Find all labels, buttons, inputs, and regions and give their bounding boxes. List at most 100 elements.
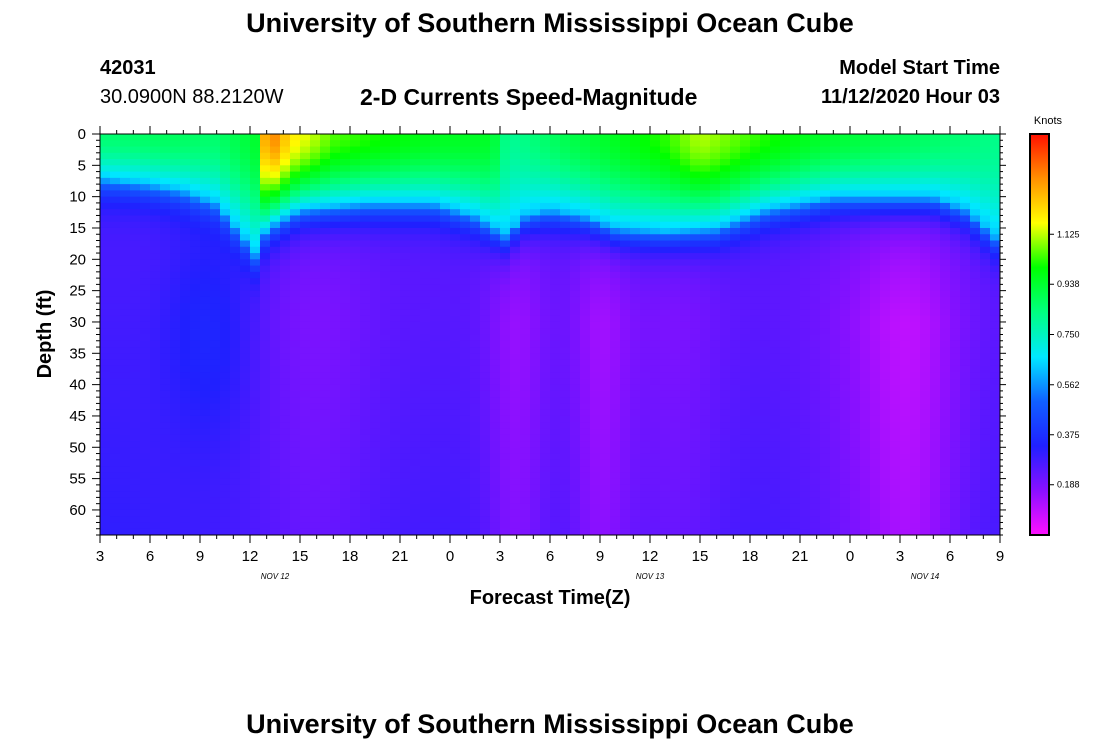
heatmap-cell — [510, 491, 521, 499]
heatmap-cell — [870, 309, 881, 317]
heatmap-cell — [380, 234, 391, 242]
heatmap-cell — [220, 365, 231, 373]
heatmap-cell — [470, 227, 481, 235]
heatmap-cell — [460, 415, 471, 423]
heatmap-cell — [640, 528, 651, 535]
heatmap-cell — [820, 447, 831, 455]
heatmap-cell — [690, 303, 701, 311]
heatmap-cell — [400, 441, 411, 448]
heatmap-cell — [210, 459, 221, 467]
heatmap-cell — [760, 265, 771, 273]
heatmap-cell — [250, 340, 261, 348]
heatmap-cell — [840, 221, 851, 229]
heatmap-cell — [230, 328, 241, 336]
heatmap-cell — [300, 234, 311, 242]
heatmap-cell — [380, 422, 391, 430]
heatmap-cell — [350, 290, 361, 298]
heatmap-cell — [340, 478, 351, 486]
heatmap-cell — [230, 516, 241, 524]
heatmap-cell — [170, 202, 181, 210]
heatmap-cell — [280, 303, 291, 311]
heatmap-cell — [560, 184, 571, 191]
heatmap-cell — [170, 177, 181, 185]
heatmap-cell — [450, 284, 461, 292]
heatmap-cell — [390, 422, 401, 430]
heatmap-cell — [450, 441, 461, 448]
heatmap-cell — [240, 284, 251, 292]
heatmap-cell — [530, 516, 541, 524]
heatmap-cell — [730, 340, 741, 348]
heatmap-cell — [870, 359, 881, 367]
heatmap-cell — [590, 365, 601, 373]
heatmap-cell — [760, 415, 771, 423]
heatmap-cell — [560, 453, 571, 461]
heatmap-cell — [750, 516, 761, 524]
heatmap-cell — [740, 184, 751, 191]
heatmap-cell — [470, 159, 481, 166]
heatmap-cell — [590, 240, 601, 248]
heatmap-cell — [320, 403, 331, 411]
heatmap-cell — [520, 152, 531, 160]
heatmap-cell — [310, 284, 321, 292]
heatmap-cell — [430, 328, 441, 336]
heatmap-cell — [680, 497, 691, 505]
heatmap-cell — [820, 459, 831, 467]
heatmap-cell — [860, 315, 871, 323]
heatmap-cell — [390, 315, 401, 323]
heatmap-cell — [660, 484, 671, 492]
heatmap-cell — [400, 134, 411, 141]
heatmap-cell — [350, 340, 361, 348]
heatmap-cell — [750, 284, 761, 292]
heatmap-cell — [280, 240, 291, 248]
heatmap-cell — [820, 409, 831, 417]
heatmap-cell — [830, 478, 841, 486]
heatmap-cell — [170, 240, 181, 248]
heatmap-cell — [240, 384, 251, 392]
heatmap-cell — [380, 184, 391, 191]
heatmap-cell — [100, 221, 111, 229]
heatmap-cell — [420, 240, 431, 248]
heatmap-cell — [130, 303, 141, 311]
heatmap-cell — [530, 134, 541, 141]
heatmap-cell — [330, 303, 341, 311]
heatmap-cell — [310, 271, 321, 279]
heatmap-cell — [840, 403, 851, 411]
heatmap-cell — [550, 522, 561, 530]
heatmap-cell — [640, 221, 651, 229]
heatmap-cell — [830, 184, 841, 191]
heatmap-cell — [540, 227, 551, 235]
heatmap-cell — [610, 321, 621, 329]
heatmap-cell — [440, 140, 451, 148]
heatmap-cell — [540, 165, 551, 173]
heatmap-cell — [700, 516, 711, 524]
heatmap-cell — [870, 159, 881, 166]
heatmap-cell — [360, 165, 371, 173]
heatmap-cell — [460, 184, 471, 191]
heatmap-cell — [450, 372, 461, 379]
heatmap-cell — [110, 528, 121, 535]
heatmap-cell — [680, 227, 691, 235]
heatmap-cell — [230, 472, 241, 480]
heatmap-cell — [690, 184, 701, 191]
heatmap-cell — [170, 390, 181, 398]
heatmap-cell — [870, 372, 881, 379]
heatmap-cell — [500, 240, 511, 248]
heatmap-cell — [110, 284, 121, 292]
heatmap-cell — [190, 303, 201, 311]
heatmap-cell — [320, 466, 331, 473]
heatmap-cell — [850, 140, 861, 148]
heatmap-cell — [250, 372, 261, 379]
heatmap-cell — [780, 334, 791, 342]
heatmap-cell — [140, 453, 151, 461]
heatmap-cell — [610, 227, 621, 235]
heatmap-cell — [270, 315, 281, 323]
heatmap-cell — [400, 234, 411, 242]
heatmap-cell — [720, 516, 731, 524]
heatmap-cell — [720, 152, 731, 160]
heatmap-cell — [160, 140, 171, 148]
heatmap-cell — [820, 146, 831, 154]
heatmap-cell — [300, 184, 311, 191]
heatmap-cell — [720, 165, 731, 173]
heatmap-cell — [640, 296, 651, 304]
heatmap-cell — [280, 209, 291, 217]
